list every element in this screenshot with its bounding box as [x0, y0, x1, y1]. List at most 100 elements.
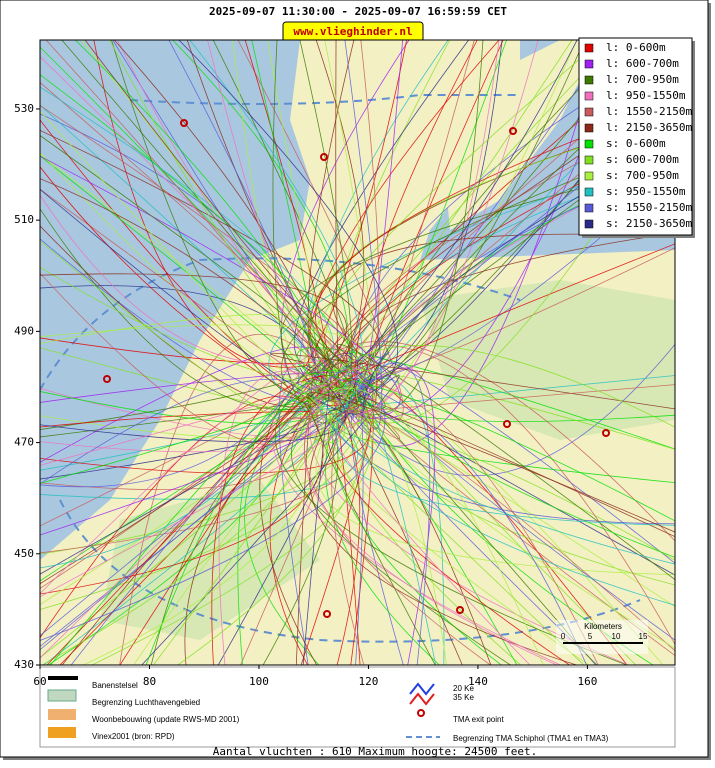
flight-track: [40, 324, 370, 399]
map-area: [40, 40, 675, 665]
legend-swatch: [584, 123, 594, 133]
flight-track: [304, 378, 491, 665]
flight-track: [40, 74, 373, 416]
exit-label: TMA exit point: [453, 715, 504, 724]
flight-track: [40, 266, 331, 385]
exit-point: [323, 610, 331, 618]
scale-title: Kilometers: [584, 622, 622, 631]
flight-track: [61, 40, 348, 368]
flight-track: [331, 391, 365, 665]
legend-label: l: 2150-3650m: [606, 121, 692, 134]
flight-track: [40, 375, 347, 443]
flight-track: [338, 407, 675, 652]
header-title: 2025-09-07 11:30:00 - 2025-09-07 16:59:5…: [209, 5, 507, 18]
flight-track: [74, 40, 350, 411]
x-tick-label: 160: [577, 675, 597, 688]
flight-track: [40, 178, 346, 377]
map-legend-box: [39, 666, 676, 748]
flight-track: [324, 40, 377, 420]
flight-track: [307, 392, 675, 533]
flight-track: [312, 378, 675, 565]
flight-track: [278, 368, 309, 665]
exit-swatch: [417, 709, 425, 717]
legend-swatch: [584, 59, 594, 69]
flight-track: [336, 344, 675, 580]
legend-swatch: [584, 203, 594, 213]
exit-point: [602, 429, 610, 437]
flight-track: [184, 386, 322, 665]
legend-label: s: 700-950m: [606, 169, 679, 182]
flight-track: [355, 377, 675, 649]
exit-points: [103, 119, 610, 618]
flight-track: [119, 333, 325, 665]
exit-point: [180, 119, 188, 127]
flight-track: [271, 372, 561, 665]
ke35-label: 35 Ke: [453, 693, 474, 702]
flight-track: [270, 352, 675, 410]
flight-track: [91, 397, 373, 665]
flight-track: [150, 416, 315, 665]
flight-track: [342, 243, 675, 383]
x-tick-label: 80: [143, 675, 156, 688]
legend-swatch: [584, 155, 594, 165]
flight-track: [40, 194, 321, 366]
scale-label: 10: [612, 632, 621, 641]
flight-track: [286, 384, 675, 420]
flight-track: [344, 40, 383, 430]
flight-track: [357, 40, 539, 416]
site-link: www.vlieghinder.nl: [293, 25, 412, 38]
flight-track: [40, 189, 366, 415]
flight-track: [364, 362, 431, 665]
flight-track: [308, 345, 675, 428]
flight-track: [218, 370, 321, 665]
flight-track: [50, 383, 313, 665]
exit-point: [320, 153, 328, 161]
land: [440, 40, 600, 230]
map-border: [39, 39, 676, 666]
exit-point: [103, 375, 111, 383]
flight-track: [83, 415, 333, 665]
flight-track: [41, 387, 338, 665]
flight-track: [153, 380, 356, 665]
flight-track: [84, 40, 355, 361]
legend-box: [578, 37, 693, 236]
flight-track: [177, 405, 368, 665]
flight-track: [355, 40, 500, 418]
legend-swatch: [584, 187, 594, 197]
flight-track: [40, 383, 371, 536]
legend-swatch: [584, 91, 594, 101]
runways-label: Banenstelsel: [92, 681, 138, 690]
flight-track: [40, 384, 327, 466]
flight-track: [93, 40, 310, 368]
flight-track: [168, 40, 320, 379]
flight-track: [299, 40, 353, 411]
flight-track: [40, 369, 352, 484]
flight-track: [315, 40, 365, 374]
flight-track: [40, 272, 315, 445]
legend-swatch: [584, 107, 594, 117]
flight-track: [207, 40, 347, 391]
ke20-swatch: [409, 682, 435, 696]
ke35-swatch: [409, 692, 435, 706]
flight-track: [324, 110, 675, 411]
flight-track: [321, 408, 589, 665]
y-tick-label: 470: [14, 436, 34, 449]
flight-track: [315, 102, 675, 365]
flight-track: [347, 381, 587, 665]
airport-swatch: [47, 689, 77, 702]
housing-label: Woonbebouwing (update RWS-MD 2001): [92, 715, 240, 724]
flight-track: [325, 368, 440, 665]
flight-track: [178, 40, 399, 398]
legend-label: s: 2150-3650m: [606, 217, 692, 230]
legend-label: s: 1550-2150m: [606, 201, 692, 214]
flight-track: [298, 40, 449, 420]
green-area: [100, 480, 320, 640]
legend-swatch: [584, 43, 594, 53]
flight-track: [40, 208, 359, 411]
ke20-label: 20 Ke: [453, 684, 474, 693]
legend-swatch: [584, 219, 594, 229]
flight-track: [350, 367, 436, 665]
flight-track: [40, 155, 401, 420]
flight-track: [40, 367, 360, 659]
flight-track: [40, 364, 310, 488]
